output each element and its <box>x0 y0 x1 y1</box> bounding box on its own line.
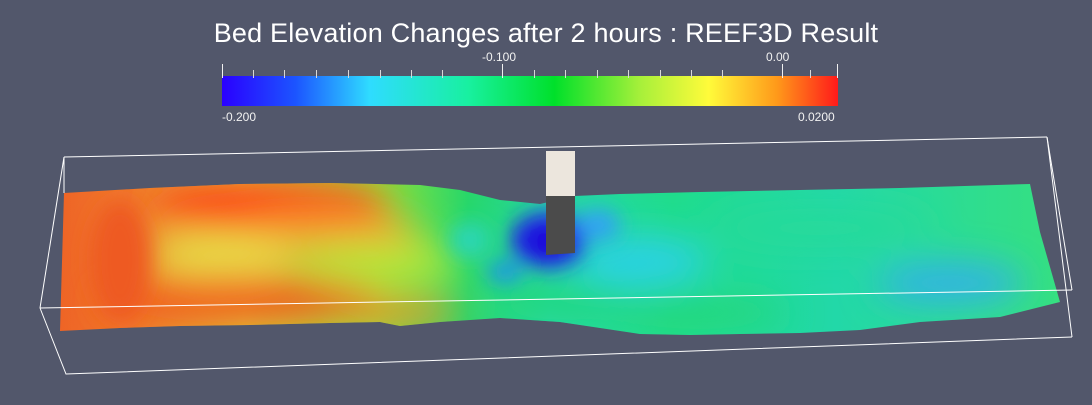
colorbar-tick <box>597 70 598 78</box>
colorbar-max-label: 0.0200 <box>798 110 835 124</box>
colorbar-tick <box>502 64 503 78</box>
pier-structure <box>546 151 575 255</box>
colorbar-mid-label: -0.100 <box>482 50 517 64</box>
figure-title: Bed Elevation Changes after 2 hours : RE… <box>213 18 879 48</box>
colorbar-tick <box>442 70 443 78</box>
colorbar-tick <box>534 70 535 78</box>
colorbar-tick <box>837 64 838 78</box>
colorbar-min-label: -0.200 <box>222 110 257 124</box>
domain-box-front <box>39 136 1073 375</box>
domain-box-back <box>39 136 1073 338</box>
colorbar-tick <box>411 70 412 78</box>
colorbar-tick <box>691 70 692 78</box>
colorbar-tick <box>628 70 629 78</box>
colorbar-tick <box>782 64 783 78</box>
color-scale-bar <box>222 76 838 106</box>
colorbar-tick <box>284 70 285 78</box>
colorbar-tick <box>565 70 566 78</box>
colorbar-tick <box>810 70 811 78</box>
colorbar-tick <box>348 70 349 78</box>
colorbar-tick <box>253 70 254 78</box>
colorbar-tick <box>380 70 381 78</box>
colorbar-tick <box>222 64 223 78</box>
colorbar-zero-label: 0.00 <box>766 50 790 64</box>
colorbar-tick <box>722 70 723 78</box>
colorbar-tick <box>316 70 317 78</box>
colorbar-tick <box>660 70 661 78</box>
